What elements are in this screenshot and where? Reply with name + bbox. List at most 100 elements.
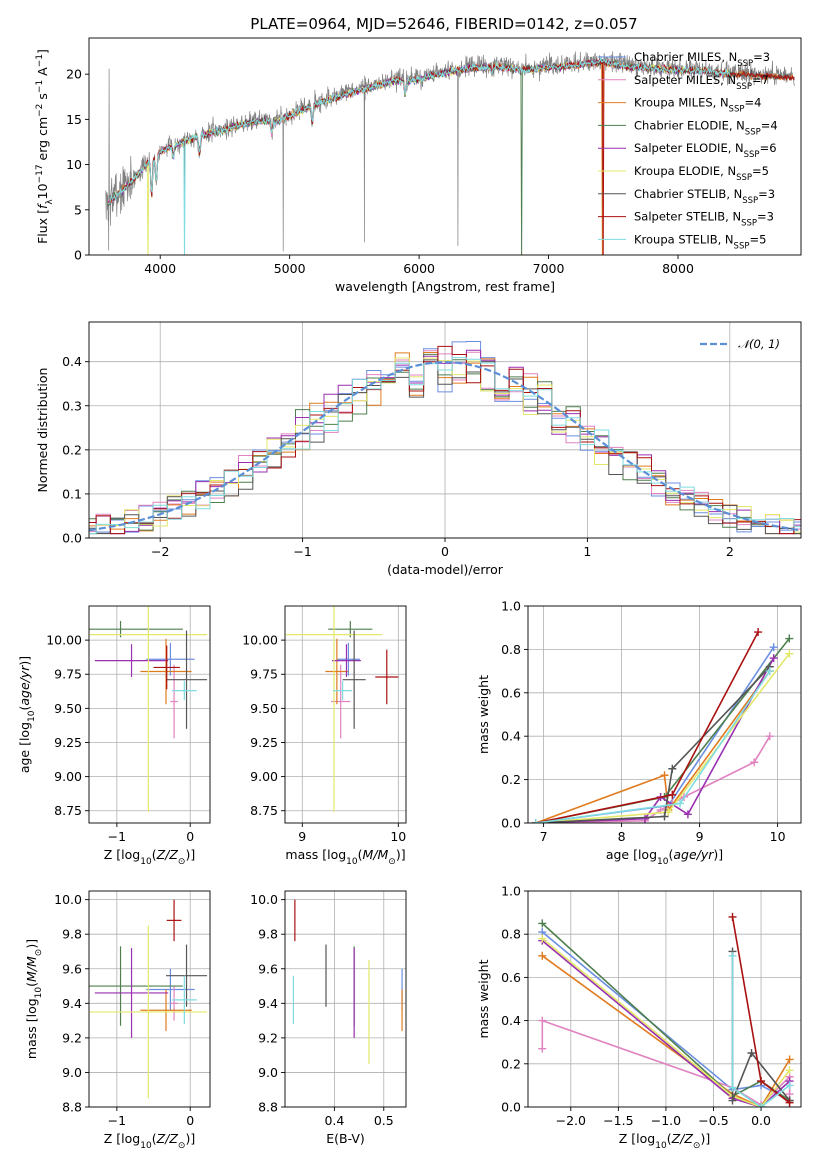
spectrum-ylabel-part: A	[35, 67, 50, 80]
mwz-ytick-label: 1.0	[501, 884, 521, 899]
mebv-ytick-label: 9.8	[258, 927, 278, 942]
legend-suffix: =3	[757, 210, 774, 224]
agem-xlabel-part: (	[358, 847, 363, 862]
agem-xlabel: mass [log10(M/M⊙)]	[285, 847, 405, 867]
legend-text: Chabrier STELIB, N	[634, 187, 742, 201]
legend-suffix: =7	[752, 73, 769, 87]
agez-xtick-label: 0	[186, 829, 194, 844]
legend-text: Salpeter MILES, N	[634, 73, 736, 87]
mebv-frame: 0.4 0.5 8.8 9.0 9.2 9.4 9.6 9.8 10.0 E(B-V)	[250, 890, 407, 1146]
agem-ytick-label: 9.25	[250, 735, 278, 750]
agez-point-chabrier-miles	[146, 642, 195, 676]
mwage-marker-salpeter-elodie	[683, 810, 692, 819]
legend-subscript: SSP	[744, 150, 760, 160]
legend-label-salpeter-elodie: Salpeter ELODIE, NSSP=6	[634, 141, 777, 160]
spectrum-xtick-label: 7000	[533, 261, 565, 276]
residual-hist-kroupa-elodie	[89, 357, 801, 535]
spectrum-xtick-label: 4000	[144, 261, 176, 276]
spectrum-xlabel: wavelength [Angstrom, rest frame]	[335, 279, 555, 294]
agez-xlabel: Z [log10(Z/Z⊙)]	[104, 847, 195, 867]
spectrum-panel: 4000 5000 6000 7000 8000 0 5 10 15 20 wavelength […	[35, 37, 802, 294]
mz-xlabel-part: ⊙	[178, 1141, 186, 1151]
legend-suffix: =5	[749, 232, 766, 246]
residuals-xtick-label: 2	[726, 544, 734, 559]
mwage-ytick-label: 0.8	[501, 642, 521, 657]
mwage-plot-area	[531, 628, 794, 823]
mwage-series-kroupa-stelib	[535, 670, 771, 823]
mz-point-chabrier-stelib	[166, 944, 208, 1007]
agem-xlabel-part: ⊙	[388, 857, 396, 867]
agem-axes	[285, 606, 406, 823]
legend-suffix: =4	[744, 96, 761, 110]
mz-ylabel-part: (	[24, 982, 39, 987]
residuals-legend: 𝒩(0, 1)	[700, 337, 780, 351]
agez-point-salpeter-miles	[170, 664, 178, 739]
agez-point-salpeter-stelib	[153, 645, 180, 690]
mebv-frame-rect	[284, 890, 407, 1108]
residuals-xtick-label: −1	[293, 544, 311, 559]
residuals-ylabel-part: Normed distribution	[35, 368, 50, 493]
spectrum-ylabel-part: f	[35, 203, 50, 209]
legend-label-normal: 𝒩(0, 1)	[738, 337, 780, 351]
agez-xlabel-part: 10	[140, 857, 152, 867]
mwz-xtick-label: 0.0	[751, 1113, 771, 1128]
agem-point-salpeter-elodie	[332, 644, 361, 677]
legend-label-kroupa-stelib: Kroupa STELIB, NSSP=5	[634, 232, 766, 251]
residual-hist-chabrier-miles	[89, 341, 801, 535]
mwz-ytick-label: 0.8	[501, 927, 521, 942]
mz-frame-rect	[88, 890, 211, 1108]
mwz-marker-kroupa-miles	[785, 1055, 794, 1064]
legend-label-chabrier-miles: Chabrier MILES, NSSP=3	[634, 50, 770, 69]
legend-text: Kroupa MILES, N	[634, 96, 729, 110]
mebv-axes	[285, 891, 406, 1108]
mwz-marker-kroupa-miles	[538, 951, 547, 960]
mwage-marker-salpeter-miles	[765, 732, 774, 741]
spectrum-ylabel-part: −1	[35, 54, 45, 67]
mwz-frame-rect	[527, 890, 802, 1108]
mwage-marker-kroupa-miles	[660, 771, 669, 780]
mass-vs-ebv-panel: 0.4 0.5 8.8 9.0 9.2 9.4 9.6 9.8 10.0 E(B-V)	[250, 890, 407, 1146]
agez-axes	[89, 606, 210, 823]
mz-xlabel-part: Z/Z	[156, 1131, 179, 1146]
agez-ytick-label: 9.75	[54, 667, 82, 682]
mebv-ytick-label: 8.8	[258, 1100, 278, 1115]
mwage-series-chabrier-elodie	[535, 638, 790, 823]
agem-xlabel-part: mass [log	[285, 847, 346, 862]
agem-ytick-label: 9.50	[250, 701, 278, 716]
spectrum-ylabel-part: λ	[45, 199, 55, 205]
mwz-frame: −2.0 −1.5 −1.0 −0.5 0.0 0.0 0.2 0.4 0.6 0.8 1.0 Z […	[476, 884, 802, 1151]
agez-ytick-label: 9.50	[54, 701, 82, 716]
residuals-xlabel: (data-model)/error	[387, 562, 504, 577]
mz-ylabel-part: )]	[24, 939, 39, 949]
mwage-xtick-label: 8	[618, 829, 626, 844]
mz-xtick-label: 0	[186, 1113, 194, 1128]
spectrum-ylabel-part: s	[35, 93, 50, 104]
agez-frame-rect	[88, 605, 211, 824]
mz-ylabel-part: M/M	[24, 956, 39, 982]
legend-label-chabrier-stelib: Chabrier STELIB, NSSP=3	[634, 187, 775, 206]
legend-text: Chabrier MILES, N	[634, 50, 737, 64]
mz-point-salpeter-elodie	[94, 948, 169, 1038]
mwz-marker-salpeter-stelib	[728, 912, 737, 921]
residual-hist-kroupa-stelib	[89, 357, 801, 535]
mwage-xtick-label: 10	[770, 829, 786, 844]
mwage-ylabel: mass weight	[476, 675, 491, 754]
agem-xlabel-part: M/M	[363, 847, 389, 862]
mwz-xlabel-part: ⊙	[693, 1141, 701, 1151]
mz-ytick-label: 9.2	[62, 1030, 82, 1045]
mwage-marker-kroupa-stelib	[531, 819, 540, 823]
spectrum-ylabel: Flux [fλ10−17 erg cm−2 s−1 A−1]	[35, 49, 55, 244]
normal-curve	[89, 360, 799, 532]
mz-xlabel-part: 10	[140, 1141, 152, 1151]
mz-xlabel-part: (	[152, 1131, 157, 1146]
mz-ylabel-part: mass [log	[24, 998, 39, 1059]
mwage-xtick-label: 9	[696, 829, 704, 844]
mwz-xlabel-part: (	[667, 1131, 672, 1146]
agez-ylabel: age [log10(age/yr)]	[17, 656, 37, 773]
spectrum-xlabel-part: wavelength [Angstrom, rest frame]	[335, 279, 555, 294]
legend-label-kroupa-miles: Kroupa MILES, NSSP=4	[634, 96, 761, 115]
mwage-marker-salpeter-stelib	[668, 790, 677, 799]
